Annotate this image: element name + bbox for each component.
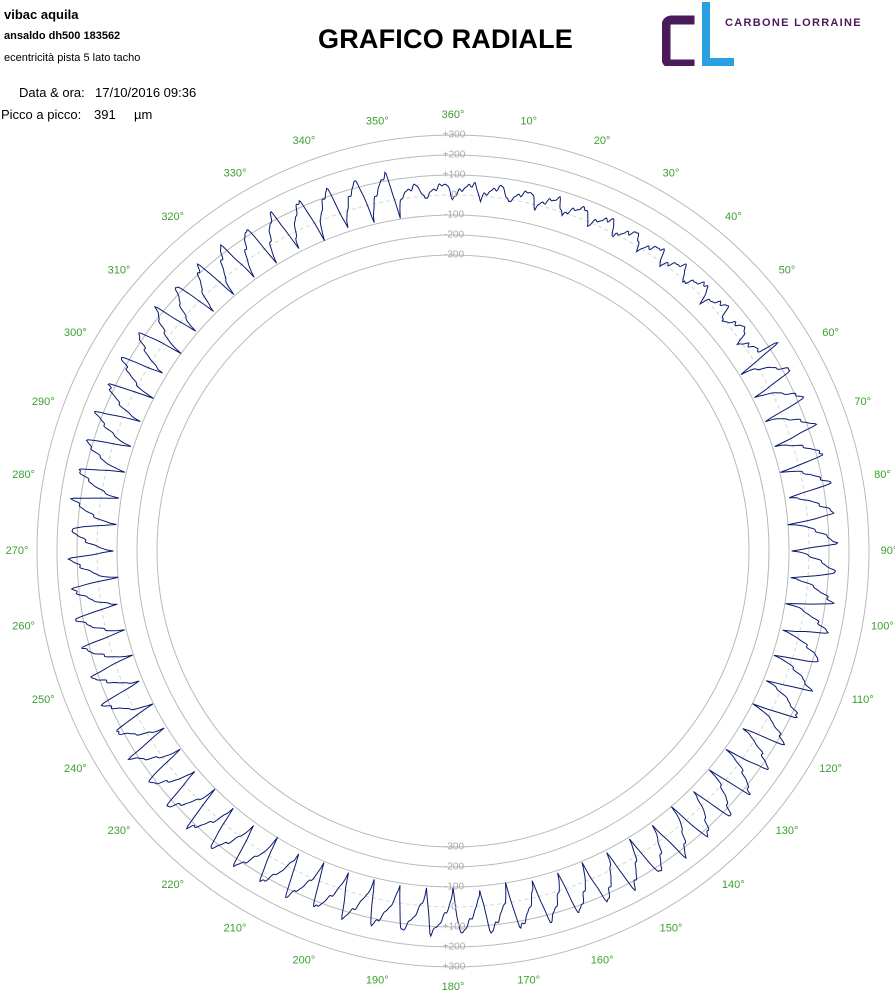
angle-labels: 10° 20° 30° 40° 50° 60° 70° 80° 90° 100° 110° 120° 1… bbox=[6, 109, 895, 993]
angle-label: 40° bbox=[725, 211, 742, 223]
angle-label: 70° bbox=[854, 396, 871, 408]
angle-label: 280° bbox=[12, 469, 35, 481]
angle-label: 20° bbox=[594, 135, 611, 147]
ring-label-top: -100 bbox=[444, 210, 464, 221]
angle-label: 10° bbox=[520, 116, 537, 128]
chart-trace bbox=[67, 171, 839, 938]
client-name: vibac aquila bbox=[4, 7, 79, 22]
angle-label: 50° bbox=[779, 265, 796, 277]
machine-name: ansaldo dh500 183562 bbox=[4, 30, 121, 42]
ring-label-top: 0 bbox=[451, 190, 457, 201]
ring-label-bottom: -100 bbox=[444, 882, 464, 893]
ring-labels: +300 +200 +100 0 -100 -200 -300 -300 -200 -100 0 +1… bbox=[443, 130, 466, 973]
ring-label-bottom: +200 bbox=[443, 942, 466, 953]
angle-label: 170° bbox=[517, 974, 540, 986]
ring-0 bbox=[36, 134, 870, 968]
ring-label-top: -300 bbox=[444, 250, 464, 261]
angle-label: 60° bbox=[822, 327, 839, 339]
angle-label: 190° bbox=[366, 974, 389, 986]
angle-label: 340° bbox=[293, 135, 316, 147]
ring-label-top: -200 bbox=[444, 230, 464, 241]
angle-label: 350° bbox=[366, 116, 389, 128]
ring-5 bbox=[136, 234, 770, 868]
ring-4 bbox=[116, 214, 790, 888]
chart-rings bbox=[36, 134, 870, 968]
carbone-lorraine-logo bbox=[662, 2, 734, 66]
datetime-label: Data & ora: bbox=[19, 85, 85, 100]
angle-label: 140° bbox=[722, 879, 745, 891]
angle-label: 180° bbox=[442, 981, 465, 993]
angle-label: 290° bbox=[32, 396, 55, 408]
ring-label-bottom: -300 bbox=[444, 842, 464, 853]
measurement-description: ecentricità pista 5 lato tacho bbox=[4, 52, 141, 64]
logo-text: CARBONE LORRAINE bbox=[725, 17, 862, 29]
angle-label: 260° bbox=[12, 621, 35, 633]
angle-label: 220° bbox=[161, 879, 184, 891]
ring-2 bbox=[76, 174, 830, 928]
peak-to-peak-label: Picco a picco: bbox=[1, 107, 82, 122]
angle-label: 330° bbox=[224, 167, 247, 179]
ring-6 bbox=[156, 254, 750, 848]
angle-label: 200° bbox=[293, 955, 316, 967]
radial-trace bbox=[67, 171, 839, 938]
logo-l-letter bbox=[702, 2, 734, 66]
angle-label: 230° bbox=[108, 825, 131, 837]
angle-label: 240° bbox=[64, 763, 87, 775]
angle-label: 150° bbox=[660, 923, 683, 935]
angle-label: 360° bbox=[442, 109, 465, 121]
angle-label: 320° bbox=[161, 211, 184, 223]
logo-c-letter bbox=[662, 15, 695, 66]
ring-label-bottom: 0 bbox=[451, 902, 457, 913]
angle-label: 250° bbox=[32, 694, 55, 706]
ring-label-top: +100 bbox=[443, 170, 466, 181]
angle-label: 160° bbox=[591, 955, 614, 967]
angle-label: 80° bbox=[874, 469, 891, 481]
ring-3 bbox=[96, 194, 810, 908]
angle-label: 120° bbox=[819, 763, 842, 775]
angle-label: 270° bbox=[6, 545, 29, 557]
datetime-value: 17/10/2016 09:36 bbox=[95, 85, 197, 100]
angle-label: 310° bbox=[108, 265, 131, 277]
ring-label-bottom: +300 bbox=[443, 962, 466, 973]
angle-label: 90° bbox=[881, 545, 895, 557]
chart-title: GRAFICO RADIALE bbox=[318, 24, 573, 54]
ring-1 bbox=[56, 154, 850, 948]
ring-label-bottom: -200 bbox=[444, 862, 464, 873]
peak-to-peak-value: 391 bbox=[94, 107, 116, 122]
angle-label: 30° bbox=[663, 167, 680, 179]
ring-label-top: +300 bbox=[443, 130, 466, 141]
angle-label: 210° bbox=[224, 923, 247, 935]
angle-label: 100° bbox=[871, 621, 894, 633]
angle-label: 300° bbox=[64, 327, 87, 339]
ring-label-bottom: +100 bbox=[443, 922, 466, 933]
angle-label: 110° bbox=[852, 694, 874, 706]
peak-to-peak-unit: µm bbox=[134, 107, 153, 122]
angle-label: 130° bbox=[776, 825, 799, 837]
ring-label-top: +200 bbox=[443, 150, 466, 161]
